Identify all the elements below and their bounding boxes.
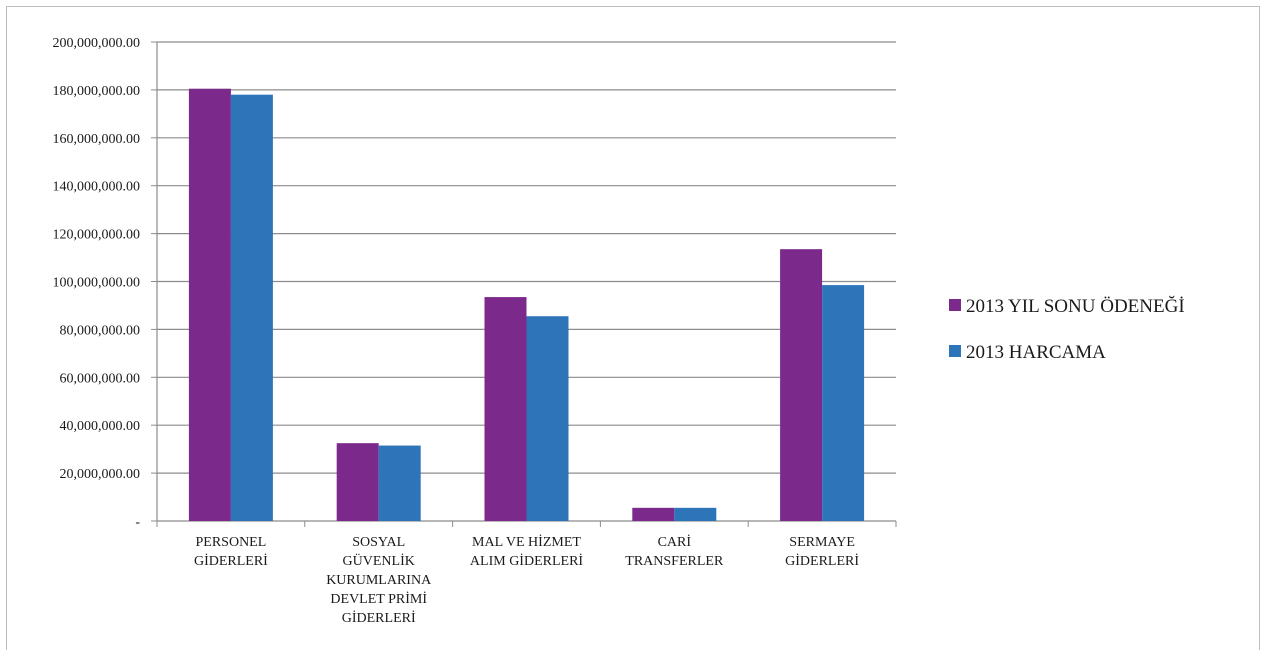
y-tick-label: 40,000,000.00 bbox=[60, 419, 141, 434]
category-label: MAL VE HİZMET bbox=[472, 534, 581, 550]
category-label: KURUMLARINA bbox=[326, 573, 432, 588]
legend-label: 2013 HARCAMA bbox=[966, 342, 1106, 363]
bar-harcama bbox=[674, 507, 717, 521]
bar-odenek bbox=[336, 443, 379, 521]
bar-odenek bbox=[188, 88, 231, 521]
bar-odenek bbox=[484, 297, 527, 521]
category-label: GÜVENLİK bbox=[343, 552, 415, 569]
y-tick-label: 60,000,000.00 bbox=[60, 371, 141, 386]
y-tick-label: 120,000,000.00 bbox=[53, 228, 141, 243]
y-tick-label: 140,000,000.00 bbox=[53, 180, 141, 195]
category-label: SOSYAL bbox=[352, 535, 405, 550]
legend-label: 2013 YIL SONU ÖDENEĞİ bbox=[966, 295, 1185, 317]
y-tick-label: - bbox=[135, 515, 140, 530]
category-label: SERMAYE bbox=[789, 535, 855, 550]
y-tick-label: 200,000,000.00 bbox=[53, 36, 141, 51]
bar-odenek bbox=[632, 507, 675, 521]
bar-harcama bbox=[378, 445, 421, 521]
category-label: GİDERLERİ bbox=[342, 610, 416, 626]
category-label: TRANSFERLER bbox=[625, 554, 724, 569]
category-label: DEVLET PRİMİ bbox=[330, 591, 427, 607]
y-tick-label: 20,000,000.00 bbox=[60, 467, 141, 482]
legend-swatch bbox=[949, 299, 961, 311]
bar-odenek bbox=[780, 249, 823, 522]
category-label: GİDERLERİ bbox=[785, 553, 859, 569]
category-label: CARİ bbox=[658, 534, 692, 550]
y-tick-label: 80,000,000.00 bbox=[60, 323, 141, 338]
y-tick-label: 160,000,000.00 bbox=[53, 132, 141, 147]
y-tick-label: 100,000,000.00 bbox=[53, 276, 141, 291]
legend-swatch bbox=[949, 345, 961, 357]
category-label: GİDERLERİ bbox=[194, 553, 268, 569]
bar-harcama bbox=[822, 285, 865, 521]
category-label: ALIM GİDERLERİ bbox=[470, 553, 583, 569]
bar-harcama bbox=[526, 316, 569, 521]
y-tick-label: 180,000,000.00 bbox=[53, 84, 141, 99]
bar-harcama bbox=[230, 94, 273, 521]
category-label: PERSONEL bbox=[196, 535, 267, 550]
